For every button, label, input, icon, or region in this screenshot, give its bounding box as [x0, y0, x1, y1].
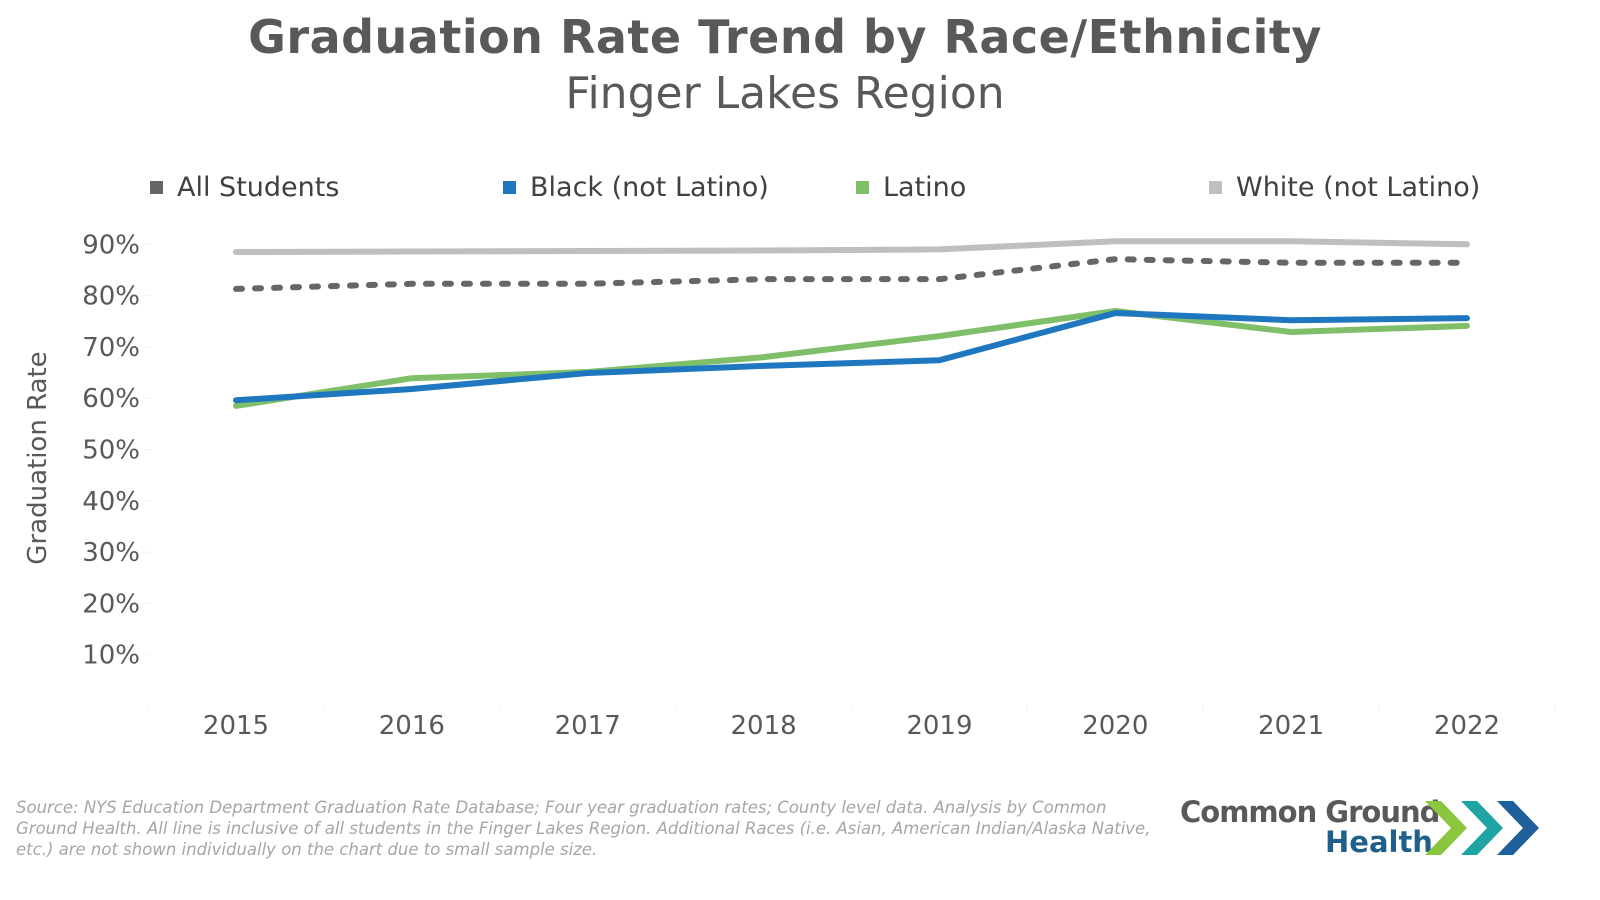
x-tick-label: 2015 [203, 711, 269, 741]
x-tick-label: 2019 [906, 711, 972, 741]
y-tick-label: 80% [82, 282, 140, 312]
series-line-all-students [233, 256, 1470, 292]
logo-text-line1: Common Ground [1180, 795, 1440, 829]
x-tick-label: 2020 [1082, 711, 1148, 741]
plot-area [233, 238, 1470, 409]
x-tick-label: 2022 [1434, 711, 1500, 741]
x-tick-label: 2021 [1258, 711, 1324, 741]
x-tick-label: 2017 [555, 711, 621, 741]
y-tick-label: 10% [82, 641, 140, 671]
legend-label: Latino [883, 172, 967, 203]
chart-subtitle: Finger Lakes Region [565, 68, 1005, 119]
chevrons-icon [1425, 801, 1539, 855]
legend-item-white: White (not Latino) [1209, 172, 1480, 203]
y-tick-label: 90% [82, 230, 140, 260]
x-tick-label: 2016 [379, 711, 445, 741]
y-axis: 10% 20% 30% 40% 50% 60% 70% 80% 90% [82, 230, 150, 671]
source-note: Source: NYS Education Department Graduat… [16, 798, 1151, 859]
legend-item-all-students: All Students [150, 172, 339, 203]
chart-title: Graduation Rate Trend by Race/Ethnicity [248, 10, 1322, 64]
legend-swatch-white [1209, 181, 1222, 194]
x-axis: 2015 2016 2017 2018 2019 2020 2021 2022 [147, 706, 1556, 741]
y-tick-label: 70% [82, 333, 140, 363]
legend-label: White (not Latino) [1236, 172, 1481, 203]
legend-item-latino: Latino [856, 172, 966, 203]
logo-text-line2: Health [1325, 825, 1433, 859]
y-tick-label: 60% [82, 384, 140, 414]
common-ground-health-logo: Common Ground Health [1180, 795, 1560, 865]
legend-label: Black (not Latino) [530, 172, 769, 203]
legend-swatch-all-students [150, 181, 163, 194]
y-tick-label: 30% [82, 538, 140, 568]
line-chart: Graduation Rate 10% 20% 30% 40% 50% 60% 70% 80%… [23, 230, 1556, 741]
legend-swatch-black [503, 181, 516, 194]
series-line-latino [233, 307, 1470, 409]
y-tick-label: 50% [82, 436, 140, 466]
legend-swatch-latino [856, 181, 869, 194]
y-tick-label: 40% [82, 487, 140, 517]
series-line-black-not-latino [233, 310, 1470, 404]
y-axis-label: Graduation Rate [23, 351, 53, 564]
series-line-white-not-latino [233, 238, 1470, 255]
y-tick-label: 20% [82, 589, 140, 619]
legend-label: All Students [177, 172, 340, 203]
x-tick-label: 2018 [730, 711, 796, 741]
legend-item-black: Black (not Latino) [503, 172, 769, 203]
